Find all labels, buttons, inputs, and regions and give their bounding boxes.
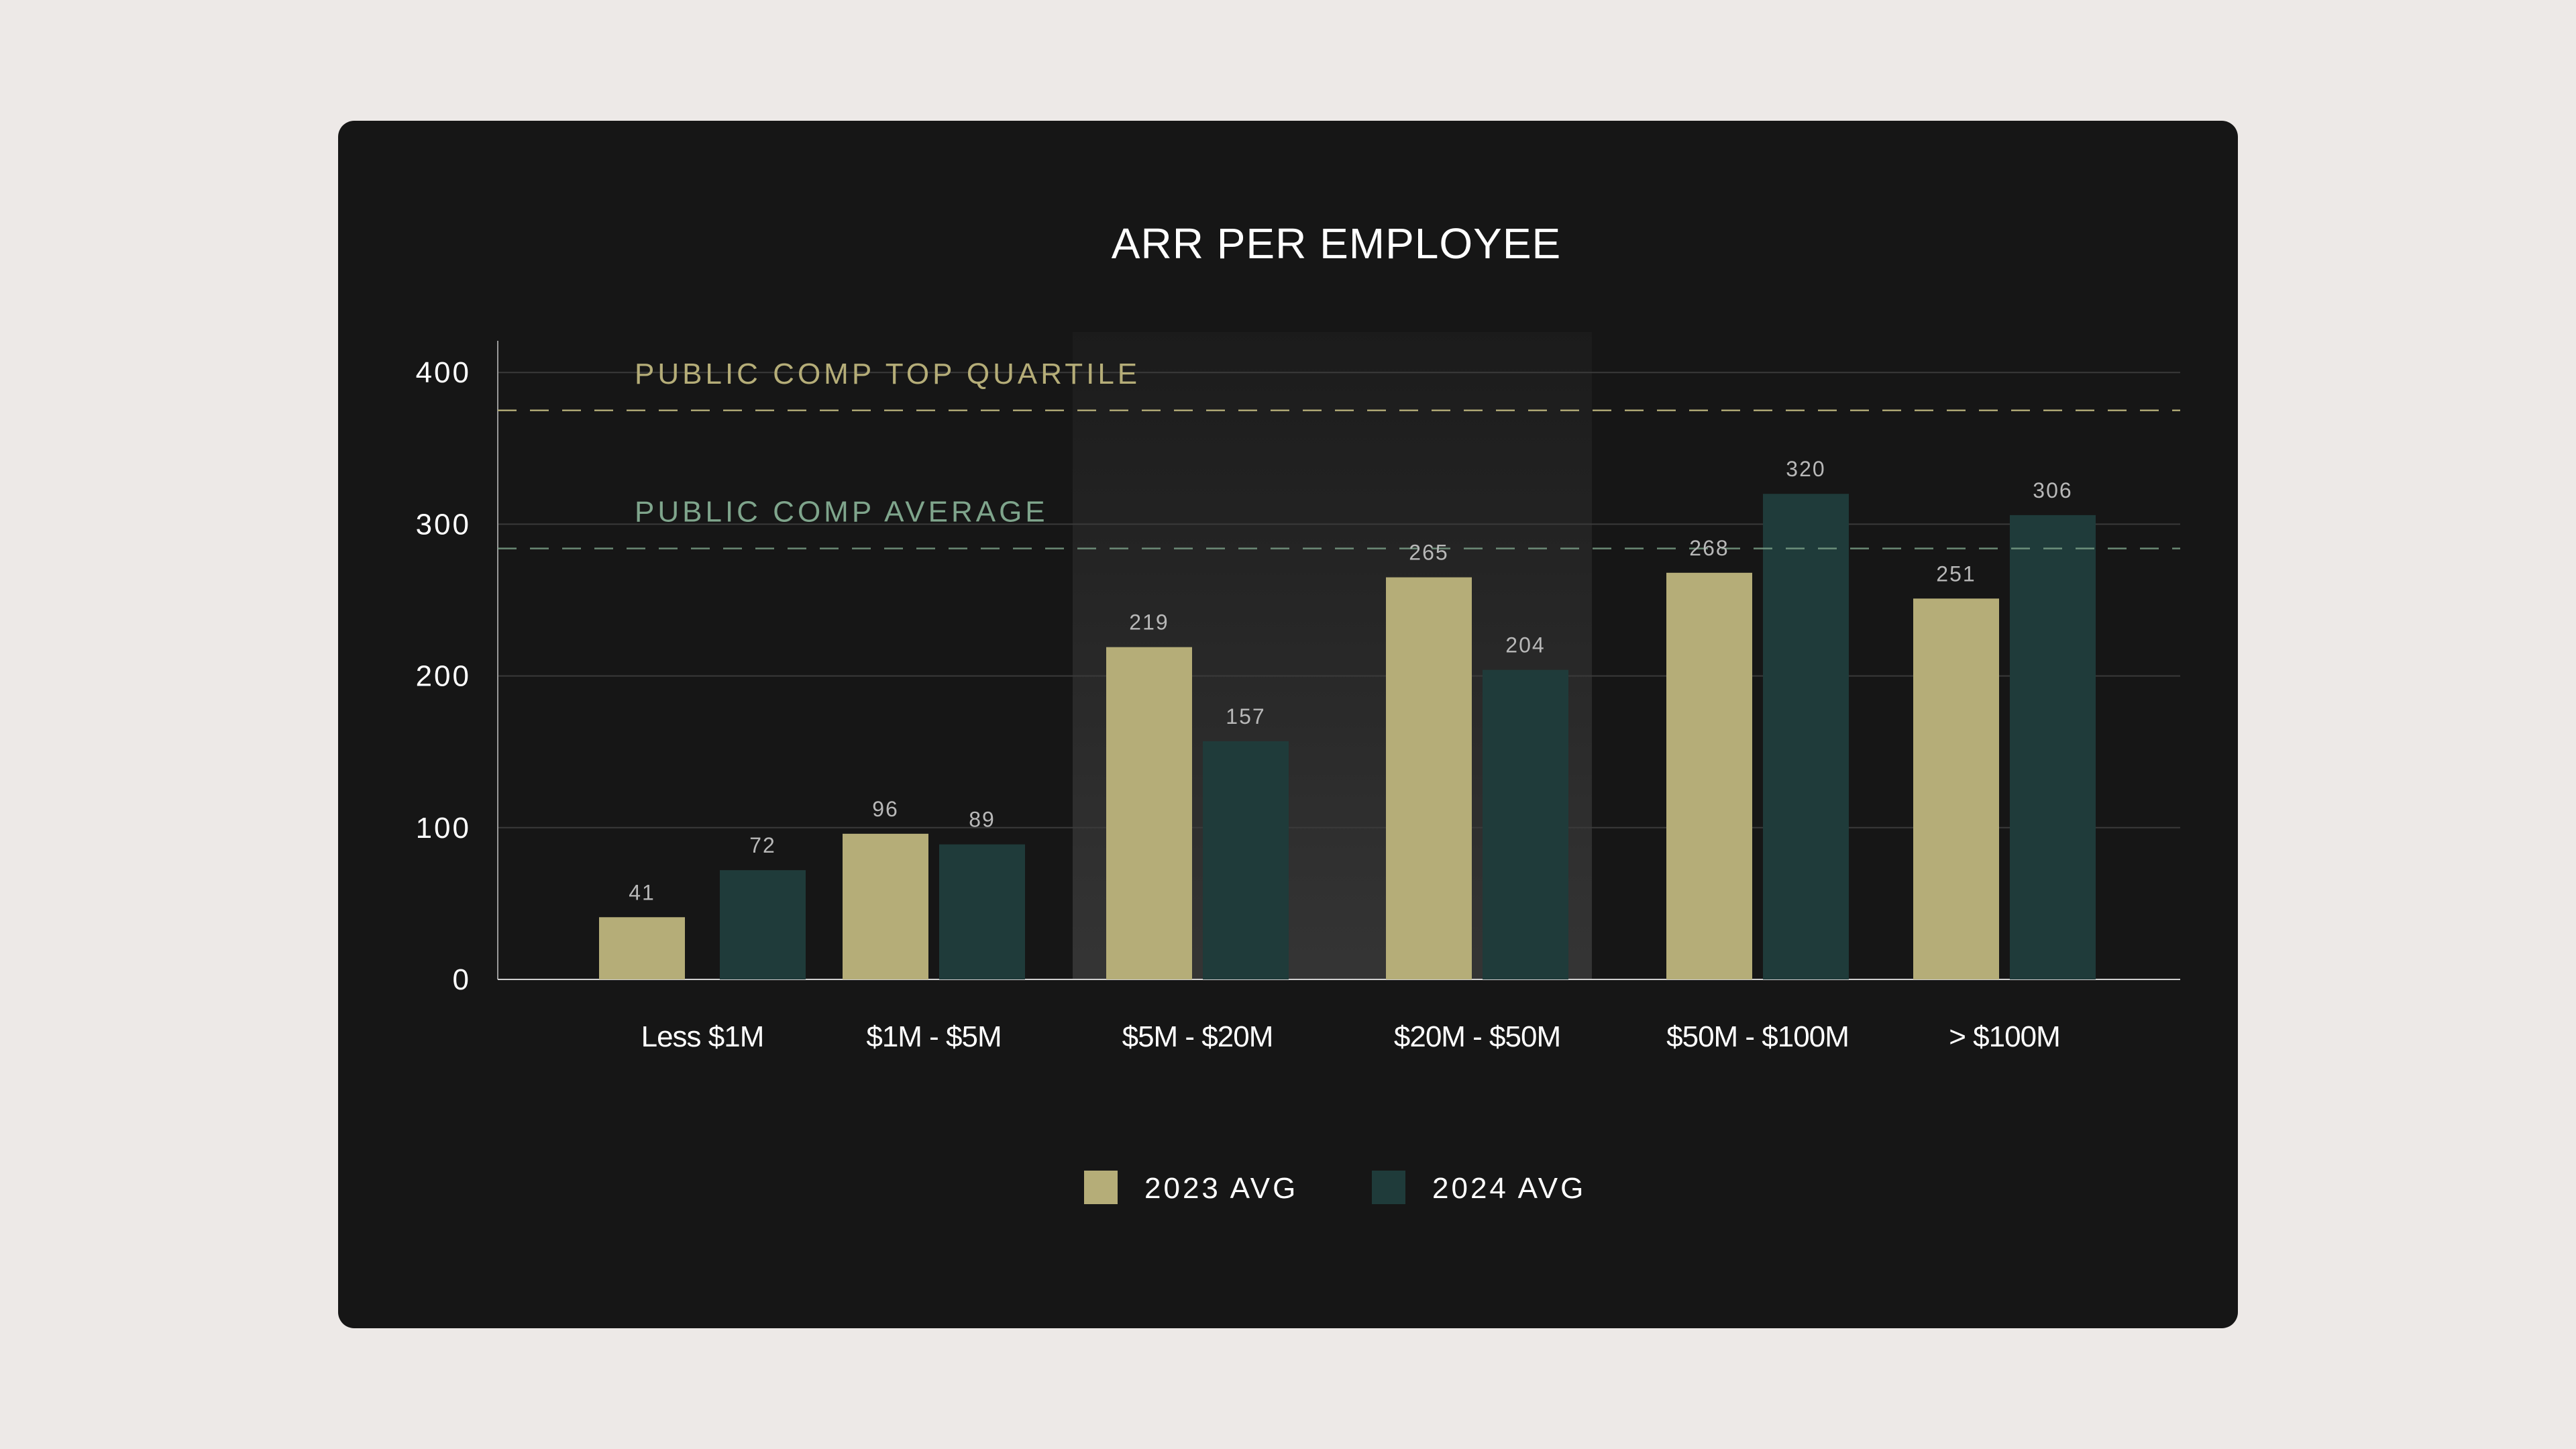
legend-swatch-2024 xyxy=(1372,1171,1405,1204)
bar-value-label: 251 xyxy=(1936,561,1976,586)
x-tick-label: $20M - $50M xyxy=(1394,1020,1560,1053)
y-tick-label: 0 xyxy=(453,963,471,996)
bar-2024 xyxy=(939,844,1025,979)
x-tick-label: Less $1M xyxy=(641,1020,764,1053)
chart-title: ARR PER EMPLOYEE xyxy=(1112,219,1561,268)
legend-swatch-2023 xyxy=(1084,1171,1118,1204)
bar-value-label: 268 xyxy=(1689,536,1729,560)
bar-value-label: 41 xyxy=(629,880,655,904)
bar-2024 xyxy=(1203,741,1289,979)
bar-value-label: 72 xyxy=(749,833,776,857)
bar-2023 xyxy=(843,833,928,979)
bar-2024 xyxy=(2010,515,2096,979)
bar-2023 xyxy=(1913,598,1999,979)
bar-value-label: 219 xyxy=(1129,610,1169,635)
x-tick-label: $1M - $5M xyxy=(866,1020,1001,1053)
y-tick-label: 100 xyxy=(416,812,471,845)
bar-value-label: 204 xyxy=(1505,633,1545,657)
x-tick-label: $50M - $100M xyxy=(1666,1020,1849,1053)
bar-2023 xyxy=(599,917,685,979)
bar-2024 xyxy=(1483,669,1568,979)
y-tick-label: 300 xyxy=(416,508,471,541)
legend-label: 2023 AVG xyxy=(1144,1172,1298,1205)
x-tick-label: $5M - $20M xyxy=(1122,1020,1273,1053)
legend-label: 2024 AVG xyxy=(1432,1172,1586,1205)
x-tick-label: > $100M xyxy=(1949,1020,2059,1053)
bar-value-label: 89 xyxy=(969,808,996,832)
top-quartile-label: PUBLIC COMP TOP QUARTILE xyxy=(635,358,1140,390)
y-tick-label: 200 xyxy=(416,660,471,693)
bar-2023 xyxy=(1106,647,1192,979)
bar-value-label: 157 xyxy=(1226,704,1265,729)
bar-2023 xyxy=(1386,577,1472,979)
average-label: PUBLIC COMP AVERAGE xyxy=(635,496,1049,529)
bar-2024 xyxy=(720,870,806,979)
bar-value-label: 320 xyxy=(1786,457,1825,481)
bar-value-label: 306 xyxy=(2033,478,2072,502)
bar-2024 xyxy=(1763,494,1849,979)
bar-value-label: 265 xyxy=(1409,541,1448,565)
bar-2023 xyxy=(1666,572,1752,979)
y-tick-label: 400 xyxy=(416,356,471,389)
bar-value-label: 96 xyxy=(872,797,899,821)
